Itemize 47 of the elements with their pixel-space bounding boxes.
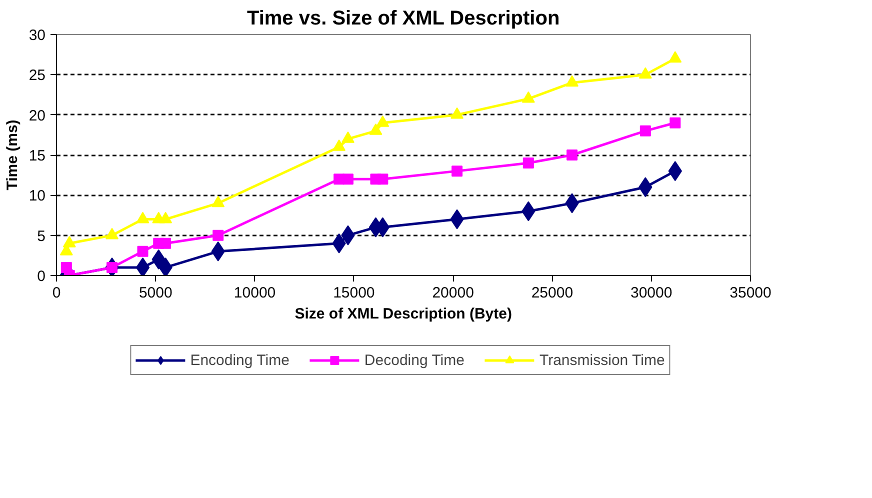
x-tick-label: 0 [52,284,61,302]
x-axis-title: Size of XML Description (Byte) [294,306,512,322]
point [137,246,148,257]
point [522,158,534,169]
point [159,212,172,224]
x-tick-label: 25000 [531,284,574,302]
point [158,257,172,276]
point [566,150,578,160]
x-tick-label: 15000 [333,284,375,302]
point [106,228,119,240]
y-tick-label: 0 [37,268,46,285]
point [640,125,651,136]
legend-label: Encoding Time [190,352,290,368]
point [377,174,388,185]
x-tick-label: 5000 [138,284,172,302]
point [522,91,535,103]
point [160,238,172,249]
point [376,115,390,127]
point [62,236,76,248]
legend-label: Transmission Time [539,352,665,368]
point [332,140,346,151]
y-tick-label: 20 [28,107,46,124]
point [450,107,464,119]
point [566,75,579,87]
point [342,174,354,185]
x-tick-label: 10000 [234,284,276,302]
point [638,67,652,79]
point [136,257,150,276]
x-tick-label: 30000 [630,284,672,302]
point [369,123,382,135]
point [212,196,225,208]
y-tick-label: 15 [28,148,46,164]
point [452,166,463,177]
point [212,230,224,241]
point [341,132,354,143]
point [668,51,682,63]
y-tick-label: 30 [28,27,46,44]
legend-label: Decoding Time [364,352,464,368]
x-tick-label: 35000 [730,284,772,302]
y-tick-label: 5 [37,228,46,245]
chart-title: Time vs. Size of XML Description [246,8,560,30]
x-tick-label: 20000 [432,284,474,302]
point [670,117,681,128]
y-tick-label: 10 [28,188,46,205]
point [136,212,150,224]
y-axis-title: Time (ms) [4,120,21,190]
y-tick-label: 25 [28,67,46,84]
